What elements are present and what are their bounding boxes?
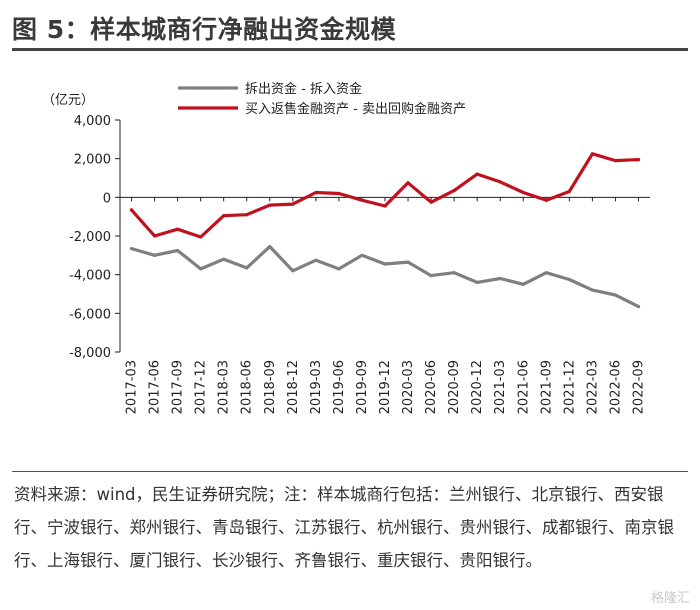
data-point xyxy=(199,235,203,239)
x-tick-label: 2021-12 xyxy=(562,360,577,414)
y-unit-label: （亿元） xyxy=(42,93,94,108)
data-point xyxy=(498,180,502,184)
x-tick-label: 2017-03 xyxy=(125,360,140,414)
data-point xyxy=(567,189,571,194)
x-tick-label: 2020-03 xyxy=(401,360,416,414)
data-point xyxy=(544,198,548,202)
data-point xyxy=(429,200,433,204)
data-point xyxy=(498,276,502,281)
data-point xyxy=(245,213,249,217)
data-point xyxy=(636,304,641,309)
y-tick-label: -4,000 xyxy=(69,269,111,284)
x-tick-label: 2017-09 xyxy=(171,360,186,414)
series-line-2 xyxy=(129,152,641,239)
axes: 4,000 2,000 0 -2,000 -4,000 -6,000 -8,000 2017-… xyxy=(69,114,650,414)
y-tick-label: 0 xyxy=(103,191,111,206)
data-point xyxy=(452,188,456,193)
data-point xyxy=(152,253,157,257)
x-tick-label: 2017-06 xyxy=(148,360,163,414)
data-point xyxy=(636,158,641,162)
data-point xyxy=(429,274,433,278)
data-point xyxy=(452,271,456,275)
x-tick-label: 2018-06 xyxy=(240,360,255,414)
data-point xyxy=(199,267,203,271)
watermark: 格隆汇 xyxy=(650,591,690,606)
x-tick-label: 2020-06 xyxy=(424,360,439,414)
x-tick-label: 2022-06 xyxy=(608,360,623,414)
x-tick-label: 2019-06 xyxy=(332,360,347,414)
data-point xyxy=(268,203,272,207)
data-point xyxy=(129,246,134,251)
x-tick-label: 2018-03 xyxy=(217,360,232,414)
x-tick-label: 2018-12 xyxy=(286,360,301,414)
y-tick-label: -8,000 xyxy=(69,346,111,361)
x-tick-label: 2018-09 xyxy=(263,360,278,414)
data-point xyxy=(268,245,272,249)
data-point xyxy=(152,234,157,238)
data-point xyxy=(406,181,410,185)
data-point xyxy=(613,293,618,297)
data-point xyxy=(314,190,318,195)
x-tick-label: 2019-03 xyxy=(309,360,324,414)
x-tick-label: 2017-12 xyxy=(194,360,209,414)
y-tick-label: -2,000 xyxy=(69,230,111,245)
data-point xyxy=(383,204,387,208)
data-point xyxy=(475,280,479,284)
legend-label-2: 买入返售金融资产 - 卖出回购金融资产 xyxy=(245,101,466,117)
data-point xyxy=(406,260,410,264)
y-tick-label: -6,000 xyxy=(69,307,111,322)
footnote-rule xyxy=(12,471,688,472)
y-tick-label: 2,000 xyxy=(74,153,111,168)
data-point xyxy=(129,208,134,212)
data-point xyxy=(337,267,341,271)
chart-title: 图 5：样本城商行净融出资金规模 xyxy=(12,15,397,44)
data-point xyxy=(245,266,249,270)
series-line-1 xyxy=(129,245,641,309)
data-point xyxy=(521,190,525,195)
data-point xyxy=(314,258,318,262)
legend-label-1: 拆出资金 - 拆入资金 xyxy=(245,81,362,97)
y-tick-label: 4,000 xyxy=(74,114,111,129)
data-point xyxy=(222,257,226,261)
x-tick-label: 2021-06 xyxy=(516,360,531,414)
data-point xyxy=(360,253,364,257)
x-tick-label: 2022-09 xyxy=(631,360,646,414)
data-point xyxy=(222,214,226,218)
data-point xyxy=(613,159,618,163)
x-tick-label: 2021-09 xyxy=(539,360,554,414)
data-point xyxy=(544,271,548,275)
x-tick-label: 2022-03 xyxy=(585,360,600,414)
data-point xyxy=(475,172,479,176)
data-point xyxy=(521,282,525,286)
data-point xyxy=(360,198,364,202)
title-rule xyxy=(12,48,688,51)
data-point xyxy=(590,152,594,156)
data-point xyxy=(291,269,295,273)
footnote: 资料来源：wind，民生证券研究院；注：样本城商行包括：兰州银行、北京银行、西安… xyxy=(14,485,674,570)
x-tick-label: 2020-09 xyxy=(447,360,462,414)
data-point xyxy=(176,248,180,253)
x-tick-label: 2019-12 xyxy=(378,360,393,414)
data-point xyxy=(337,191,341,196)
data-point xyxy=(567,277,571,282)
x-tick-label: 2020-12 xyxy=(470,360,485,414)
data-point xyxy=(291,202,295,206)
x-tick-label: 2019-09 xyxy=(355,360,370,414)
data-point xyxy=(383,262,387,266)
x-tick-label: 2021-03 xyxy=(493,360,508,414)
data-point xyxy=(590,288,594,292)
series-group xyxy=(129,152,641,309)
data-point xyxy=(176,227,180,231)
